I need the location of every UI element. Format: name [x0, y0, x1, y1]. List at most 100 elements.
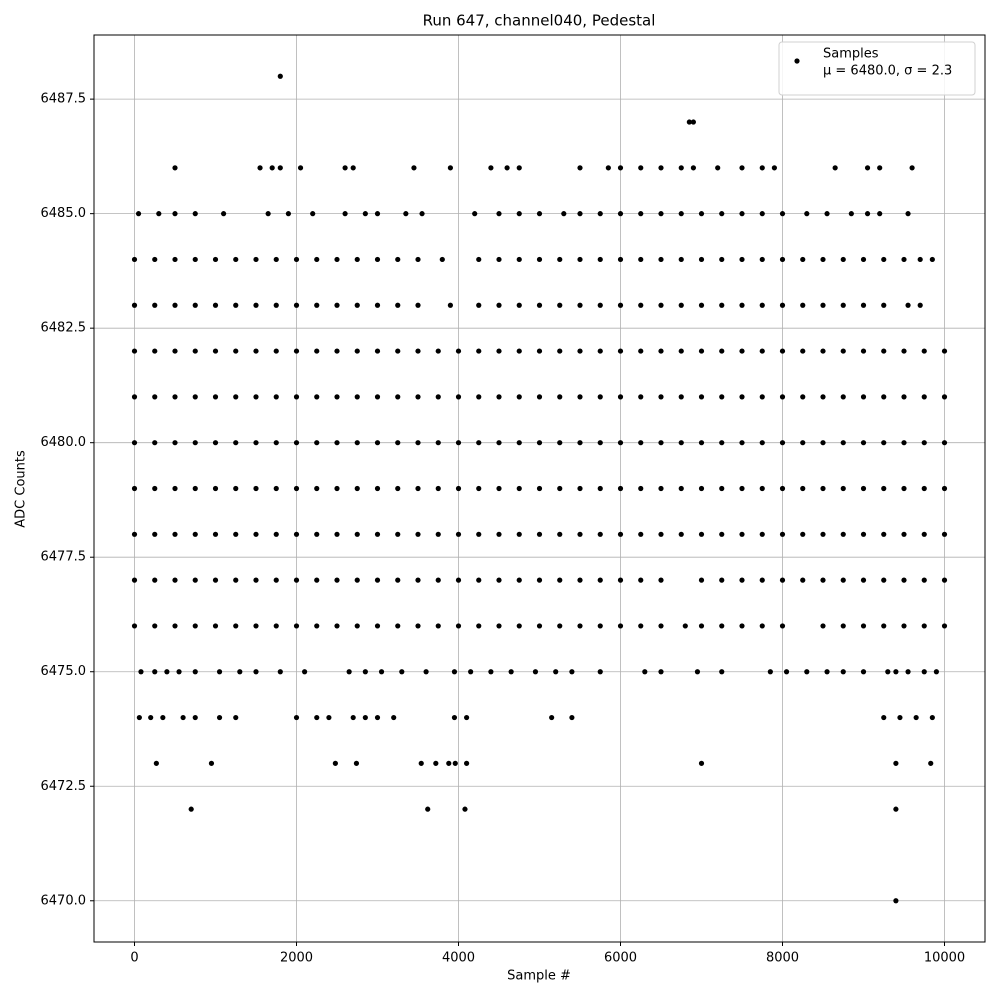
data-point [508, 669, 514, 675]
data-point [516, 531, 522, 537]
data-point [820, 485, 826, 492]
data-point [941, 394, 948, 400]
data-point [617, 623, 624, 629]
data-point [881, 440, 887, 446]
data-point [496, 577, 502, 583]
data-point [374, 256, 381, 263]
data-point [516, 348, 522, 354]
data-point [779, 531, 786, 537]
data-point [783, 669, 790, 675]
data-point [451, 714, 458, 721]
data-point [172, 302, 178, 308]
data-point [881, 623, 887, 629]
y-axis-label: ADC Counts [14, 450, 29, 528]
data-point [192, 623, 198, 629]
data-point [297, 165, 304, 171]
data-point [192, 669, 198, 675]
data-point [638, 348, 644, 354]
data-point [378, 669, 385, 675]
data-point [152, 485, 158, 492]
data-point [464, 760, 470, 766]
data-point [152, 577, 158, 583]
data-point [415, 256, 421, 263]
data-point [293, 714, 300, 721]
data-point [678, 165, 684, 171]
data-point [415, 531, 421, 537]
data-point [881, 714, 887, 721]
y-tick-label: 6472.5 [41, 779, 87, 794]
data-point [759, 348, 765, 354]
data-point [455, 531, 462, 537]
data-point [561, 211, 567, 217]
data-point [516, 577, 522, 583]
data-point [638, 531, 644, 537]
data-point [759, 211, 765, 217]
data-point [192, 394, 198, 400]
data-point [536, 256, 543, 263]
data-point [342, 211, 348, 217]
data-point [638, 211, 644, 217]
data-point [212, 394, 219, 400]
data-point [273, 623, 279, 629]
data-point [504, 165, 510, 171]
data-point [395, 623, 401, 629]
data-point [131, 485, 138, 492]
data-point [455, 394, 462, 400]
data-point [897, 714, 903, 721]
data-point [569, 714, 575, 721]
data-point [605, 165, 611, 171]
data-point [136, 714, 142, 721]
data-point [881, 348, 887, 354]
data-point [172, 348, 178, 354]
data-point [881, 577, 887, 583]
data-point [800, 440, 806, 446]
data-point [516, 211, 522, 217]
data-point [941, 485, 948, 492]
data-point [577, 485, 583, 492]
data-point [536, 485, 543, 492]
x-tick-label: 6000 [604, 951, 637, 966]
data-point [909, 165, 915, 171]
data-point [374, 440, 381, 446]
data-point [759, 394, 765, 400]
data-point [172, 623, 178, 629]
data-point [698, 531, 705, 537]
data-point [557, 577, 563, 583]
data-point [536, 440, 543, 446]
data-point [860, 485, 867, 492]
data-point [273, 256, 279, 263]
data-point [901, 623, 907, 629]
data-point [425, 806, 431, 812]
data-point [446, 760, 452, 766]
data-point [800, 485, 806, 492]
data-point [455, 623, 462, 629]
data-point [658, 623, 664, 629]
data-point [138, 669, 144, 675]
data-point [233, 531, 239, 537]
data-point [192, 302, 198, 308]
data-point [840, 577, 846, 583]
data-point [678, 394, 684, 400]
data-point [152, 394, 158, 400]
data-point [771, 165, 778, 171]
data-point [399, 669, 405, 675]
data-point [536, 211, 543, 217]
data-point [917, 302, 923, 308]
data-point [597, 302, 603, 308]
data-point [334, 302, 340, 308]
data-point [901, 485, 907, 492]
data-point [557, 440, 563, 446]
x-tick-label: 0 [130, 951, 138, 966]
data-point [881, 531, 887, 537]
data-point [779, 211, 786, 217]
data-point [192, 485, 198, 492]
data-point [557, 256, 563, 263]
data-point [658, 531, 664, 537]
data-point [678, 256, 684, 263]
data-point [233, 256, 239, 263]
data-point [212, 302, 219, 308]
data-point [921, 485, 927, 492]
data-point [577, 394, 583, 400]
data-point [293, 256, 300, 263]
